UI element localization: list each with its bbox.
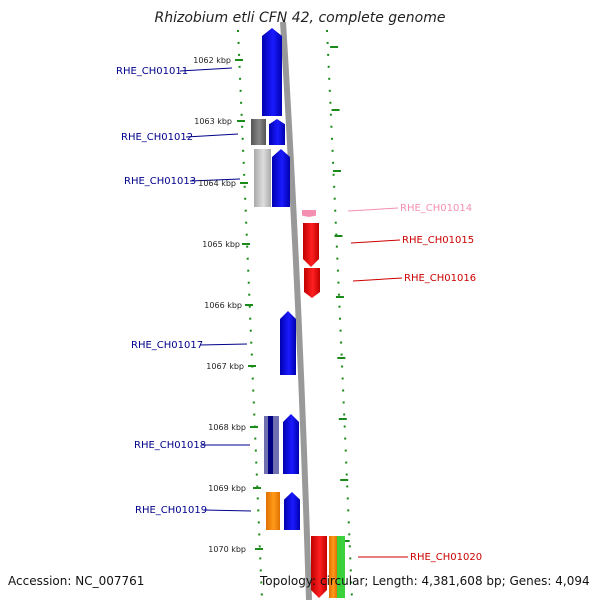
gene-label-RHE_CH01012[interactable]: RHE_CH01012 [121, 132, 193, 143]
gene-RHE_CH01020-feature-orange[interactable] [329, 536, 337, 598]
gene-label-RHE_CH01018[interactable]: RHE_CH01018 [134, 440, 206, 451]
topology-label: Topology: circular; Length: 4,381,608 bp… [260, 574, 590, 588]
gene-RHE_CH01013-feature[interactable] [254, 149, 271, 207]
tick-label: 1069 kbp [208, 484, 246, 493]
gene-RHE_CH01017-cds[interactable] [280, 311, 296, 375]
tick-label: 1062 kbp [193, 56, 231, 65]
gene-RHE_CH01012-cds[interactable] [269, 119, 285, 145]
label-leader-line [185, 133, 239, 138]
gene-RHE_CH01019-cds[interactable] [284, 492, 300, 530]
gene-RHE_CH01018-feature-dark[interactable] [268, 416, 273, 474]
gene-label-RHE_CH01014[interactable]: RHE_CH01014 [400, 203, 472, 214]
genome-title: Rhizobium etli CFN 42, complete genome [154, 10, 446, 26]
outer-guide-left [237, 29, 263, 600]
label-leader-line [203, 509, 252, 512]
label-leader-line [350, 239, 401, 244]
label-leader-line [352, 277, 403, 282]
label-leader-line [189, 178, 241, 182]
gene-RHE_CH01012-feature[interactable] [251, 119, 266, 145]
label-leader-line [179, 67, 233, 72]
tick-label: 1067 kbp [206, 362, 244, 371]
tick-label: 1064 kbp [198, 179, 236, 188]
label-leader-line [199, 343, 248, 346]
gene-label-RHE_CH01013[interactable]: RHE_CH01013 [124, 176, 196, 187]
gene-label-RHE_CH01015[interactable]: RHE_CH01015 [402, 235, 474, 246]
gene-features [251, 28, 345, 598]
gene-RHE_CH01015-cds[interactable] [303, 223, 319, 267]
gene-label-RHE_CH01017[interactable]: RHE_CH01017 [131, 340, 203, 351]
gene-RHE_CH01020-cds[interactable] [311, 536, 327, 598]
gene-label-RHE_CH01016[interactable]: RHE_CH01016 [404, 273, 476, 284]
tick-labels: 1062 kbp 1063 kbp 1064 kbp 1065 kbp 1066 kbp… [193, 56, 246, 554]
gene-RHE_CH01018-cds[interactable] [283, 414, 299, 474]
outer-guide-right [326, 29, 353, 600]
tick-label: 1066 kbp [204, 301, 242, 310]
tick-label: 1065 kbp [202, 240, 240, 249]
label-leader-line [347, 207, 399, 212]
gene-label-RHE_CH01011[interactable]: RHE_CH01011 [116, 66, 188, 77]
genome-backbone [280, 21, 312, 600]
gene-label-RHE_CH01019[interactable]: RHE_CH01019 [135, 505, 207, 516]
gene-RHE_CH01019-feature[interactable] [266, 492, 280, 530]
gene-label-RHE_CH01020[interactable]: RHE_CH01020 [410, 552, 482, 563]
tick-label: 1070 kbp [208, 545, 246, 554]
tick-marks [235, 46, 350, 550]
gene-RHE_CH01020-feature-green[interactable] [337, 536, 345, 598]
gene-RHE_CH01014-cds[interactable] [302, 210, 316, 217]
accession-label: Accession: NC_007761 [8, 574, 145, 588]
tick-label: 1063 kbp [194, 117, 232, 126]
gene-RHE_CH01016-cds[interactable] [304, 268, 320, 298]
gene-RHE_CH01011-cds[interactable] [262, 28, 282, 116]
gene-RHE_CH01013-cds[interactable] [272, 149, 290, 207]
tick-label: 1068 kbp [208, 423, 246, 432]
gene-labels: RHE_CH01011 RHE_CH01012 RHE_CH01013 RHE_CH0… [116, 66, 482, 563]
label-leaders [179, 67, 408, 558]
